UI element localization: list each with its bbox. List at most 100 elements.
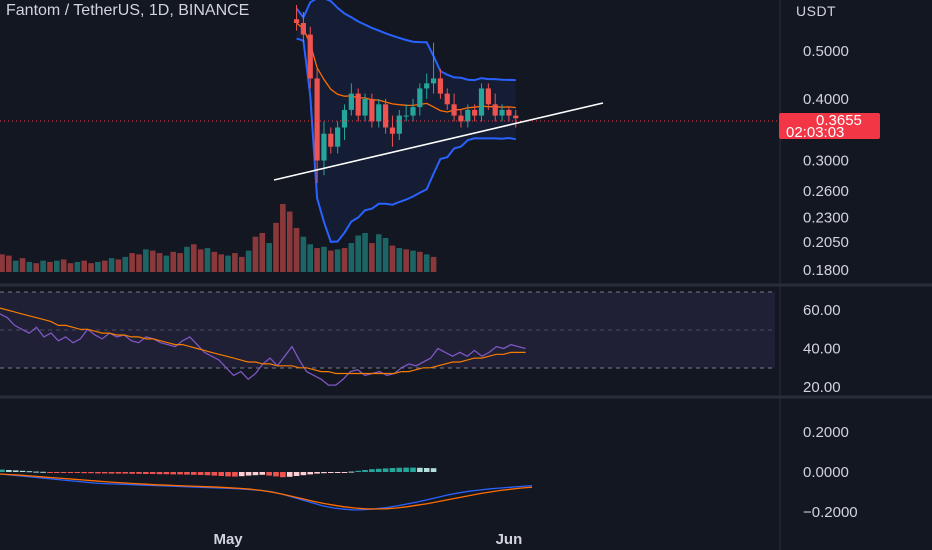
candle-body (458, 115, 464, 122)
candle (458, 109, 464, 128)
candle (362, 93, 368, 122)
candle-body (355, 93, 361, 116)
candle-body (307, 34, 313, 79)
volume-bar (280, 204, 286, 272)
price-axis[interactable]: 0.5000 0.4000 0.3000 0.2600 0.2300 0.2050 0.18… (803, 43, 858, 521)
bollinger-lower-line (296, 37, 516, 243)
candle (376, 98, 382, 128)
trendline-drawing[interactable] (273, 102, 604, 181)
volume-bar (108, 258, 115, 272)
macd-histogram-bar (88, 472, 94, 474)
price-axis-tick-label: 0.2000 (803, 424, 849, 441)
macd-histogram-bar (33, 471, 40, 473)
volume-bar (184, 246, 190, 272)
candle (492, 93, 498, 122)
macd-histogram-bar (417, 467, 423, 472)
candle (506, 107, 512, 122)
volume-histogram (0, 204, 437, 272)
candle (478, 83, 485, 122)
macd-histogram-bar (369, 469, 375, 472)
volume-bar (122, 256, 129, 272)
time-axis[interactable]: May Jun (213, 531, 522, 548)
macd-histogram-bar (40, 471, 46, 473)
candle (424, 73, 430, 99)
volume-bar (321, 246, 327, 272)
price-axis-tick-label: 0.3000 (803, 153, 849, 170)
volume-bar (375, 234, 382, 272)
macd-histogram-bar (143, 472, 149, 474)
chart-title[interactable]: Fantom / TetherUS, 1D, BINANCE (6, 2, 250, 19)
macd-histogram-bar (314, 472, 320, 474)
volume-bar (19, 258, 26, 272)
macd-histogram-bar (328, 472, 334, 473)
volume-bar (369, 243, 375, 272)
volume-bar (204, 248, 211, 272)
volume-bar (115, 259, 122, 272)
volume-bar (40, 260, 46, 272)
macd-histogram-bar (423, 468, 430, 472)
macd-histogram-bar (280, 472, 286, 478)
price-axis-tick-label: 60.00 (803, 302, 841, 319)
price-axis-tick-label: 0.5000 (803, 43, 849, 60)
volume-bar (238, 256, 245, 272)
macd-histogram-bar (0, 469, 5, 472)
candle (430, 42, 437, 94)
candle (465, 104, 471, 128)
macd-histogram-bar (410, 467, 416, 472)
candle-body (314, 78, 320, 161)
candle (472, 104, 478, 122)
price-axis-tick-label: 40.00 (803, 341, 841, 358)
price-pane[interactable] (0, 0, 780, 272)
volume-bar (26, 261, 33, 272)
volume-bar (177, 253, 183, 272)
volume-bar (286, 211, 293, 272)
macd-histogram-bar (184, 472, 190, 475)
macd-histogram-bar (355, 470, 361, 472)
candle (499, 104, 505, 122)
price-axis-tick-label: −0.2000 (803, 504, 858, 521)
volume-bar (136, 254, 142, 272)
volume-bar (33, 263, 40, 272)
candle-body (424, 83, 430, 89)
volume-bar (259, 232, 266, 272)
candle-body (410, 107, 416, 116)
candle-body (506, 109, 512, 116)
rsi-pane[interactable] (0, 291, 775, 386)
macd-histogram-bar (307, 472, 314, 475)
volume-bar (81, 260, 87, 272)
macd-histogram-bar (26, 471, 33, 473)
candle-body (485, 88, 491, 105)
macd-histogram-bar (12, 470, 19, 472)
candle-body (300, 22, 306, 35)
volume-bar (245, 250, 252, 272)
volume-bar (67, 263, 74, 272)
macd-histogram-bar (122, 472, 129, 474)
candle-body (369, 98, 375, 122)
macd-histogram-bar (47, 472, 53, 473)
candle-body (403, 115, 409, 117)
macd-histogram-bar (348, 471, 355, 473)
macd-histogram-bar (19, 470, 26, 472)
macd-pane[interactable] (0, 467, 533, 511)
candle (369, 93, 375, 128)
macd-histogram (0, 467, 437, 478)
rsi-ma-line (0, 307, 526, 375)
macd-histogram-bar (204, 472, 211, 476)
macd-histogram-bar (54, 472, 60, 473)
price-axis-tick-label: 20.00 (803, 379, 841, 396)
candle (293, 4, 300, 31)
volume-bar (232, 253, 238, 272)
macd-histogram-bar (101, 472, 108, 474)
candle-body (430, 78, 437, 84)
price-tag-countdown: 02:03:03 (786, 124, 844, 141)
volume-bar (410, 250, 416, 272)
candle-body (437, 78, 443, 94)
macd-histogram-bar (197, 472, 204, 475)
volume-bar (54, 260, 60, 272)
candle (307, 26, 313, 89)
candlestick-series (293, 4, 519, 184)
volume-bar (101, 260, 108, 272)
candle-body (478, 88, 485, 116)
currency-unit: USDT (796, 3, 837, 19)
